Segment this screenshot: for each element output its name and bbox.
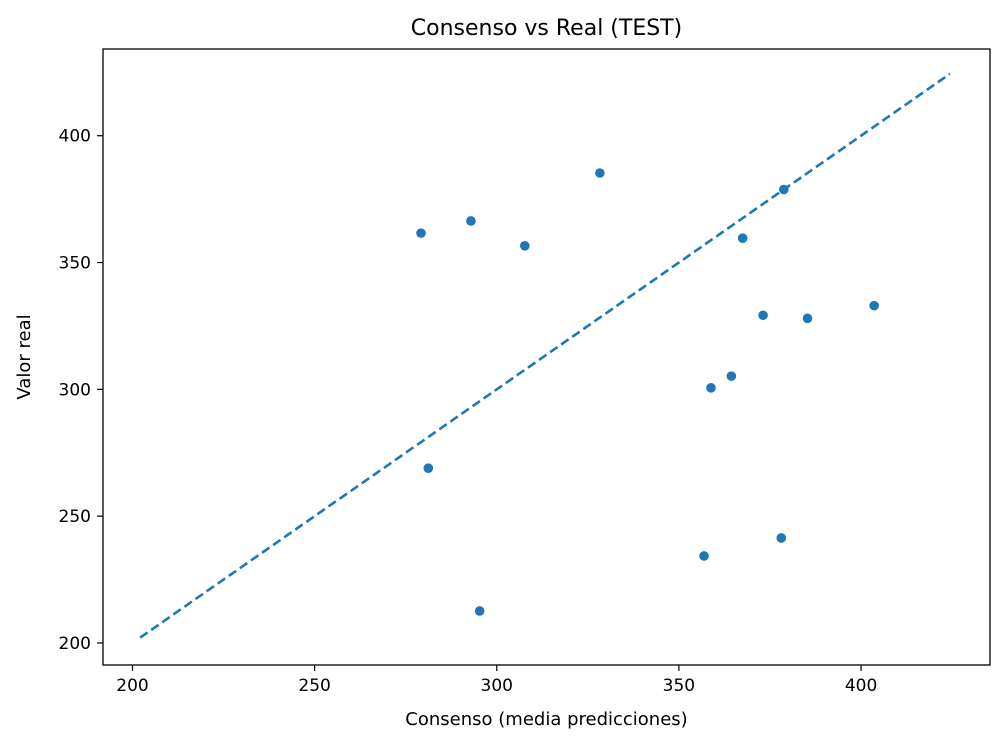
data-point [726,371,737,381]
chart-title: Consenso vs Real (TEST) [411,16,682,41]
data-point [758,310,768,321]
x-axis-title: Consenso (media predicciones) [405,709,687,730]
x-tick-label: 350 [663,676,695,696]
data-point [595,168,605,178]
data-point [869,300,879,311]
data-point [802,313,813,324]
data-point [706,383,716,393]
y-tick-label: 400 [59,127,91,147]
y-tick-label: 250 [59,507,91,527]
data-point [737,233,748,243]
y-axis: 200 250 300 350 400 [59,127,103,654]
x-tick-label: 200 [116,676,148,696]
data-point [776,533,787,543]
x-tick-label: 400 [845,676,877,696]
y-tick-label: 350 [59,254,91,274]
data-point [466,216,476,226]
x-axis: 200 250 300 350 400 [116,665,877,696]
y-axis-title: Valor real [14,314,35,399]
data-point [474,606,485,616]
y-tick-label: 300 [59,380,91,400]
data-point [423,463,434,474]
data-point [779,184,789,195]
y-tick-label: 200 [59,634,91,654]
plot-area [139,72,951,639]
x-tick-label: 300 [481,676,513,696]
data-point [699,551,709,561]
data-point [416,228,426,238]
data-point [520,240,530,251]
reference-line [139,72,951,639]
plot-frame [102,48,991,666]
x-tick-label: 250 [298,676,330,696]
